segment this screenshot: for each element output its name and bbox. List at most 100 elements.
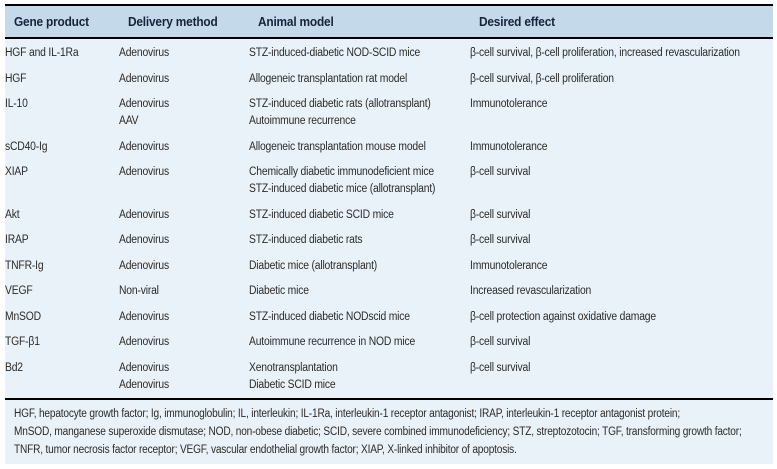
- gene-product-cell-line: VEGF: [5, 285, 33, 298]
- table-row: MnSOD Adenovirus STZ-induced diabetic NODs…: [5, 305, 773, 331]
- gene-product-cell-line: HGF and IL-1Ra: [5, 47, 79, 60]
- table-row: IL-10 Adenovirus AAV STZ-induced diabetic r…: [5, 92, 773, 135]
- animal-model-cell: STZ-induced diabetic rats: [249, 232, 470, 249]
- gene-product-cell: TNFR-Ig: [5, 258, 119, 275]
- gene-product-cell-line: TGF-β1: [5, 336, 40, 349]
- animal-model-cell-line: STZ-induced diabetic SCID mice: [249, 208, 394, 221]
- delivery-method-cell: Adenovirus: [119, 207, 249, 224]
- gene-product-cell: TGF-β1: [5, 334, 119, 351]
- animal-model-cell-line: Chemically diabetic immunodeficient mice: [249, 166, 434, 179]
- gene-product-cell-line: XIAP: [5, 166, 28, 179]
- animal-model-cell: STZ-induced diabetic NODscid mice: [249, 309, 470, 326]
- animal-model-cell: Allogeneic transplantation mouse model: [249, 139, 470, 156]
- gene-product-cell-line: Bd2: [5, 361, 23, 374]
- animal-model-cell: Allogeneic transplantation rat model: [249, 71, 470, 88]
- delivery-method-cell-line: Adenovirus: [119, 259, 169, 272]
- delivery-method-cell: Adenovirus: [119, 164, 249, 198]
- gene-product-cell-line: MnSOD: [5, 310, 41, 323]
- animal-model-cell-line: Autoimmune recurrence: [249, 115, 356, 128]
- column-header-animal-model: Animal model: [258, 15, 479, 29]
- footnote-line: TNFR, tumor necrosis factor receptor; VE…: [14, 444, 517, 456]
- animal-model-cell-line: Diabetic SCID mice: [249, 378, 336, 391]
- column-header-desired-effect: Desired effect: [479, 15, 769, 29]
- table-row: IRAP Adenovirus STZ-induced diabetic rats β…: [5, 228, 773, 254]
- animal-model-cell-line: STZ-induced diabetic mice (allotransplan…: [249, 183, 436, 196]
- desired-effect-cell-line: Increased revascularization: [470, 285, 592, 298]
- table-row: sCD40-Ig Adenovirus Allogeneic transplanta…: [5, 135, 773, 161]
- gene-product-cell: HGF: [5, 71, 119, 88]
- desired-effect-cell: β-cell survival: [470, 164, 773, 198]
- table-row: TGF-β1 Adenovirus Autoimmune recurrence in…: [5, 330, 773, 356]
- table-row: HGF Adenovirus Allogeneic transplantation …: [5, 67, 773, 93]
- column-header-gene-product: Gene product: [14, 15, 128, 29]
- column-header-label: Gene product: [14, 14, 89, 29]
- animal-model-cell-line: Autoimmune recurrence in NOD mice: [249, 336, 416, 349]
- animal-model-cell-line: Xenotransplantation: [249, 361, 338, 374]
- table-row: TNFR-Ig Adenovirus Diabetic mice (allotran…: [5, 254, 773, 280]
- delivery-method-cell: Adenovirus: [119, 45, 249, 62]
- animal-model-cell: STZ-induced diabetic SCID mice: [249, 207, 470, 224]
- desired-effect-cell-line: β-cell survival, β-cell proliferation: [470, 72, 614, 85]
- table-row: VEGF Non-viral Diabetic mice Increased reva…: [5, 279, 773, 305]
- animal-model-cell: Diabetic mice (allotransplant): [249, 258, 470, 275]
- column-header-label: Desired effect: [479, 14, 555, 29]
- footnote-line: HGF, hepatocyte growth factor; Ig, immun…: [14, 408, 680, 420]
- animal-model-cell-line: Allogeneic transplantation rat model: [249, 72, 408, 85]
- delivery-method-cell-line: Non-viral: [119, 285, 159, 298]
- desired-effect-cell: β-cell survival, β-cell proliferation: [470, 71, 773, 88]
- desired-effect-cell-line: β-cell survival: [470, 234, 531, 247]
- desired-effect-cell-line: Immunotolerance: [470, 259, 548, 272]
- animal-model-cell-line: Diabetic mice: [249, 285, 309, 298]
- animal-model-cell-line: STZ-induced-diabetic NOD-SCID mice: [249, 47, 421, 60]
- delivery-method-cell: Adenovirus: [119, 309, 249, 326]
- gene-product-cell: HGF and IL-1Ra: [5, 45, 119, 62]
- desired-effect-cell: β-cell survival: [470, 232, 773, 249]
- desired-effect-cell: β-cell protection against oxidative dama…: [470, 309, 773, 326]
- animal-model-cell-line: Allogeneic transplantation mouse model: [249, 140, 426, 153]
- delivery-method-cell-line: Adenovirus: [119, 361, 169, 374]
- delivery-method-cell: Adenovirus: [119, 334, 249, 351]
- desired-effect-cell: Immunotolerance: [470, 139, 773, 156]
- delivery-method-cell-line: Adenovirus: [119, 378, 169, 391]
- delivery-method-cell-line: Adenovirus: [119, 310, 169, 323]
- animal-model-cell-line: STZ-induced diabetic NODscid mice: [249, 310, 410, 323]
- column-header-delivery-method: Delivery method: [128, 15, 258, 29]
- animal-model-cell: Chemically diabetic immunodeficient mice…: [249, 164, 470, 198]
- delivery-method-cell-line: AAV: [119, 115, 139, 128]
- delivery-method-cell-line: Adenovirus: [119, 47, 169, 60]
- desired-effect-cell-line: β-cell protection against oxidative dama…: [470, 310, 656, 323]
- animal-model-cell: Autoimmune recurrence in NOD mice: [249, 334, 470, 351]
- delivery-method-cell: Adenovirus: [119, 258, 249, 275]
- desired-effect-cell-line: β-cell survival: [470, 361, 531, 374]
- table-row: Bd2 Adenovirus Adenovirus Xenotransplantati…: [5, 356, 773, 399]
- table-body: HGF and IL-1Ra Adenovirus STZ-induced-diab…: [5, 39, 773, 400]
- table-row: Akt Adenovirus STZ-induced diabetic SCID m…: [5, 203, 773, 229]
- desired-effect-cell: Increased revascularization: [470, 283, 773, 300]
- table-footnote: HGF, hepatocyte growth factor; Ig, immun…: [5, 400, 773, 464]
- table-row: XIAP Adenovirus Chemically diabetic immuno…: [5, 160, 773, 203]
- desired-effect-cell-line: β-cell survival: [470, 336, 531, 349]
- delivery-method-cell-line: Adenovirus: [119, 140, 169, 153]
- desired-effect-cell: β-cell survival: [470, 334, 773, 351]
- gene-product-cell: Bd2: [5, 360, 119, 394]
- footnote-line: MnSOD, manganese superoxide dismutase; N…: [14, 426, 742, 438]
- table-header-row: Gene product Delivery method Animal mode…: [5, 6, 773, 39]
- table-row: HGF and IL-1Ra Adenovirus STZ-induced-diab…: [5, 41, 773, 67]
- column-header-label: Delivery method: [128, 14, 218, 29]
- animal-model-cell: Diabetic mice: [249, 283, 470, 300]
- desired-effect-cell: Immunotolerance: [470, 96, 773, 130]
- desired-effect-cell: Immunotolerance: [470, 258, 773, 275]
- delivery-method-cell-line: Adenovirus: [119, 336, 169, 349]
- desired-effect-cell-line: β-cell survival, β-cell proliferation, i…: [470, 47, 740, 60]
- delivery-method-cell: Adenovirus Adenovirus: [119, 360, 249, 394]
- gene-product-cell-line: IL-10: [5, 98, 28, 111]
- animal-model-cell: STZ-induced diabetic rats (allotransplan…: [249, 96, 470, 130]
- delivery-method-cell-line: Adenovirus: [119, 166, 169, 179]
- delivery-method-cell-line: Adenovirus: [119, 208, 169, 221]
- gene-product-cell-line: IRAP: [5, 234, 29, 247]
- delivery-method-cell-line: Adenovirus: [119, 72, 169, 85]
- gene-product-cell: MnSOD: [5, 309, 119, 326]
- desired-effect-cell-line: Immunotolerance: [470, 140, 548, 153]
- gene-product-cell-line: Akt: [5, 208, 20, 221]
- desired-effect-cell-line: Immunotolerance: [470, 98, 548, 111]
